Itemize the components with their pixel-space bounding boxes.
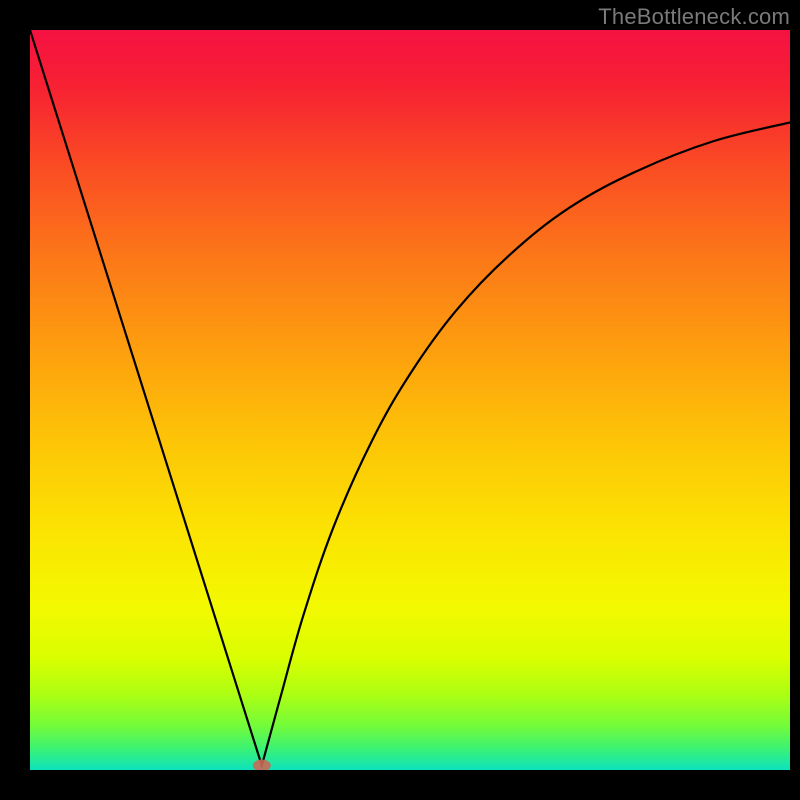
curve-layer bbox=[30, 30, 790, 770]
bottleneck-curve bbox=[30, 30, 790, 766]
watermark-text: TheBottleneck.com bbox=[598, 4, 790, 30]
chart-container: { "watermark": { "text": "TheBottleneck.… bbox=[0, 0, 800, 800]
minimum-marker bbox=[253, 760, 271, 770]
plot-area bbox=[30, 30, 790, 770]
